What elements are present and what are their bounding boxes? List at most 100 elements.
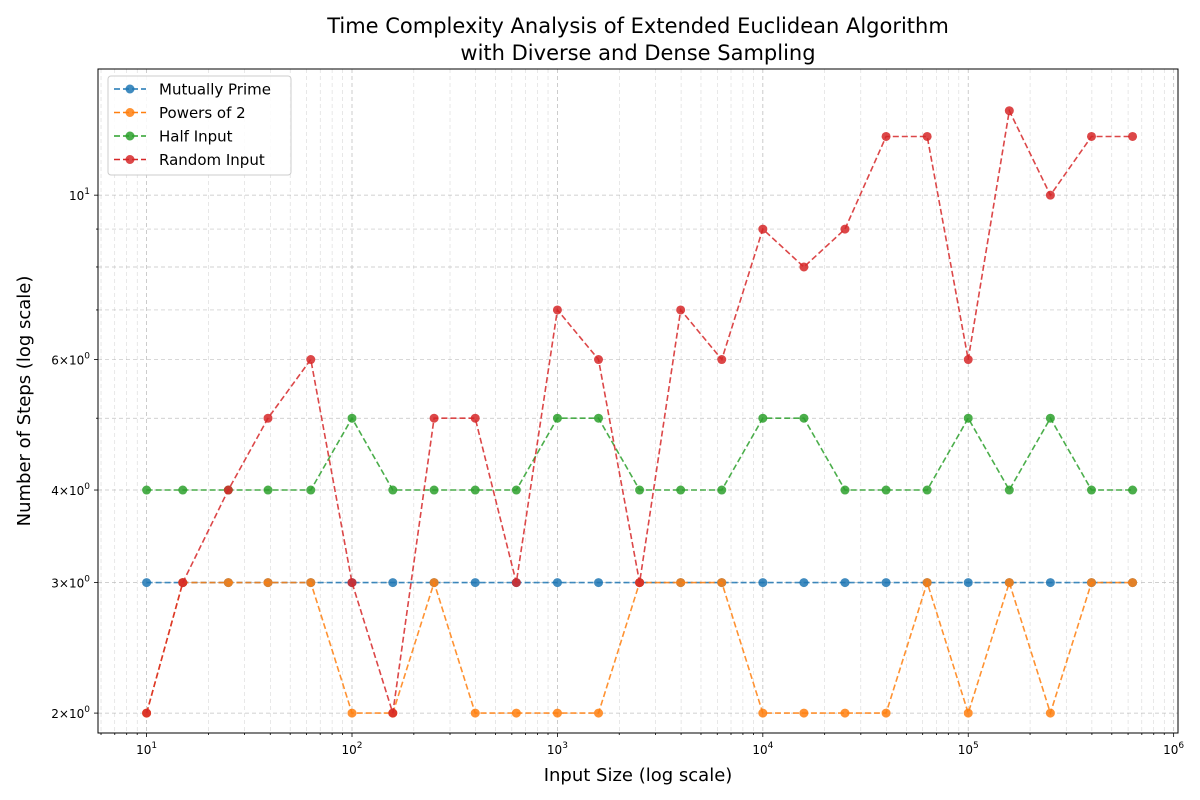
data-point bbox=[263, 413, 273, 423]
series-random-input bbox=[142, 106, 1138, 718]
legend-marker bbox=[125, 84, 135, 94]
data-point bbox=[1004, 485, 1014, 495]
data-point bbox=[799, 413, 809, 423]
data-point bbox=[594, 708, 604, 718]
data-point bbox=[594, 413, 604, 423]
data-point bbox=[552, 305, 562, 315]
data-point bbox=[1086, 578, 1096, 588]
data-point bbox=[388, 485, 398, 495]
data-point bbox=[881, 131, 891, 141]
data-point bbox=[758, 578, 768, 588]
series bbox=[142, 106, 1138, 718]
data-point bbox=[758, 413, 768, 423]
legend-entry: Powers of 2 bbox=[114, 104, 246, 122]
x-axis-label: Input Size (log scale) bbox=[544, 765, 733, 786]
data-point bbox=[263, 578, 273, 588]
data-point bbox=[1128, 131, 1138, 141]
legend: Mutually Prime Powers of 2 Half Input Rando… bbox=[107, 75, 292, 176]
y-tick-label: 101 bbox=[69, 187, 90, 203]
data-point bbox=[881, 485, 891, 495]
data-point bbox=[511, 708, 521, 718]
data-point bbox=[922, 131, 932, 141]
data-point bbox=[552, 578, 562, 588]
y-tick-label: 4×100 bbox=[51, 482, 90, 498]
data-point bbox=[178, 578, 188, 588]
x-tick-label: 103 bbox=[547, 741, 568, 757]
data-point bbox=[799, 262, 809, 272]
data-point bbox=[635, 485, 645, 495]
legend-marker bbox=[125, 155, 135, 164]
data-point bbox=[922, 485, 932, 495]
data-point bbox=[178, 485, 188, 495]
legend-entry: Half Input bbox=[114, 128, 233, 146]
grid bbox=[98, 69, 1178, 733]
data-point bbox=[963, 355, 973, 365]
legend-label: Half Input bbox=[159, 128, 233, 146]
data-point bbox=[552, 708, 562, 718]
data-point bbox=[511, 578, 521, 588]
y-tick-label: 6×100 bbox=[51, 352, 90, 368]
data-point bbox=[429, 578, 439, 588]
data-point bbox=[306, 578, 316, 588]
plot-frame bbox=[97, 68, 1179, 734]
data-point bbox=[963, 708, 973, 718]
legend-entry: Random Input bbox=[114, 151, 265, 169]
legend-entry: Mutually Prime bbox=[114, 81, 271, 99]
ticks: 101 102 103 104 105 106 2×100 3×100 4×100 6×100 10… bbox=[51, 187, 1184, 757]
legend-marker bbox=[125, 131, 135, 141]
data-point bbox=[717, 485, 727, 495]
x-tick-label: 106 bbox=[1163, 741, 1184, 757]
data-point bbox=[306, 355, 316, 365]
y-tick-label: 2×100 bbox=[51, 705, 90, 721]
data-point bbox=[511, 485, 521, 495]
y-axis-label: Number of Steps (log scale) bbox=[14, 276, 35, 527]
data-point bbox=[594, 355, 604, 365]
x-tick-label: 105 bbox=[958, 741, 979, 757]
data-point bbox=[963, 578, 973, 588]
data-point bbox=[963, 413, 973, 423]
data-point bbox=[1128, 485, 1138, 495]
data-point bbox=[142, 485, 152, 495]
data-point bbox=[347, 578, 357, 588]
data-point bbox=[799, 708, 809, 718]
data-point bbox=[470, 578, 480, 588]
x-tick-label: 102 bbox=[341, 741, 362, 757]
data-point bbox=[388, 708, 398, 718]
data-point bbox=[470, 708, 480, 718]
data-point bbox=[1045, 190, 1055, 200]
data-point bbox=[347, 708, 357, 718]
data-point bbox=[840, 578, 850, 588]
legend-label: Powers of 2 bbox=[159, 104, 246, 122]
data-point bbox=[429, 413, 439, 423]
data-point bbox=[1128, 578, 1138, 588]
data-point bbox=[717, 578, 727, 588]
data-point bbox=[922, 578, 932, 588]
legend-label: Random Input bbox=[159, 151, 265, 169]
data-point bbox=[799, 578, 809, 588]
data-point bbox=[142, 708, 152, 718]
y-tick-label: 3×100 bbox=[51, 575, 90, 591]
data-point bbox=[635, 578, 645, 588]
data-point bbox=[142, 578, 152, 588]
data-point bbox=[1045, 578, 1055, 588]
data-point bbox=[1004, 106, 1014, 116]
data-point bbox=[552, 413, 562, 423]
data-point bbox=[388, 578, 398, 588]
x-tick-label: 104 bbox=[752, 741, 773, 757]
legend-box bbox=[107, 75, 292, 176]
data-point bbox=[470, 485, 480, 495]
data-point bbox=[594, 578, 604, 588]
data-point bbox=[1004, 578, 1014, 588]
legend-marker bbox=[125, 108, 135, 117]
legend-label: Mutually Prime bbox=[159, 81, 271, 99]
data-point bbox=[263, 485, 273, 495]
data-point bbox=[1086, 131, 1096, 141]
data-point bbox=[881, 578, 891, 588]
x-tick-label: 101 bbox=[136, 741, 157, 757]
chart-title-line-1: Time Complexity Analysis of Extended Euc… bbox=[326, 14, 949, 38]
data-point bbox=[676, 305, 686, 315]
data-point bbox=[840, 485, 850, 495]
data-point bbox=[1086, 485, 1096, 495]
data-point bbox=[223, 485, 233, 495]
